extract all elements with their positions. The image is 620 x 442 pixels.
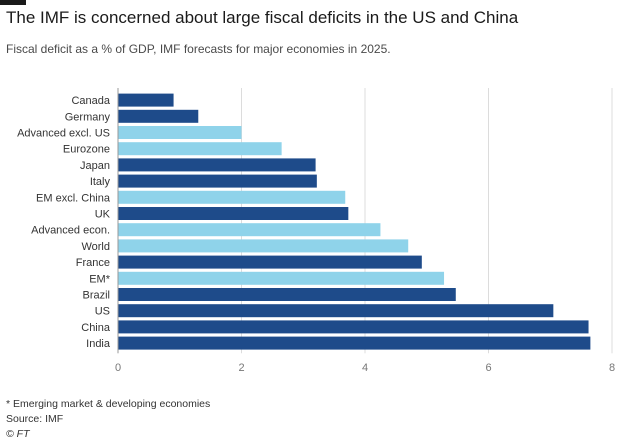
category-label: China [81,322,111,334]
bar [118,109,199,123]
bar [118,336,591,350]
bar [118,126,242,139]
category-label: US [95,306,110,318]
category-label: France [76,257,110,269]
category-label: UK [95,209,111,221]
category-label: Brazil [82,290,110,302]
bar [118,271,445,285]
x-tick-label: 8 [609,362,615,374]
category-label: World [81,241,110,253]
x-tick-label: 4 [362,362,368,374]
x-tick-label: 0 [115,362,121,374]
top-accent-bar [0,0,26,5]
bar [118,174,317,188]
bar [118,223,381,237]
bar [118,142,282,156]
category-label: Canada [71,95,110,107]
category-label: Eurozone [63,144,110,156]
category-label: Italy [90,176,111,188]
bar [118,239,409,253]
bar [118,255,422,269]
bar [118,158,316,172]
category-label: Advanced econ. [31,225,110,237]
bar-chart: Canada Germany Advanced excl. US Eurozone Ja… [17,88,615,374]
category-label: India [86,338,111,350]
bar [118,320,589,334]
footnote: * Emerging market & developing economies [6,398,211,410]
bar [118,207,349,220]
chart-subtitle: Fiscal deficit as a % of GDP, IMF foreca… [6,42,391,56]
bar [118,304,554,318]
category-label: Germany [65,111,111,123]
x-tick-label: 2 [238,362,244,374]
category-label: Japan [80,160,110,172]
category-label: EM* [89,273,111,285]
bar [118,288,456,301]
category-label: EM excl. China [36,192,111,204]
bar [118,190,346,204]
bar [118,93,174,107]
copyright: © FT [6,428,30,440]
chart-title: The IMF is concerned about large fiscal … [6,8,519,27]
source-note: Source: IMF [6,413,64,425]
category-label: Advanced excl. US [17,128,110,140]
x-tick-label: 6 [485,362,491,374]
